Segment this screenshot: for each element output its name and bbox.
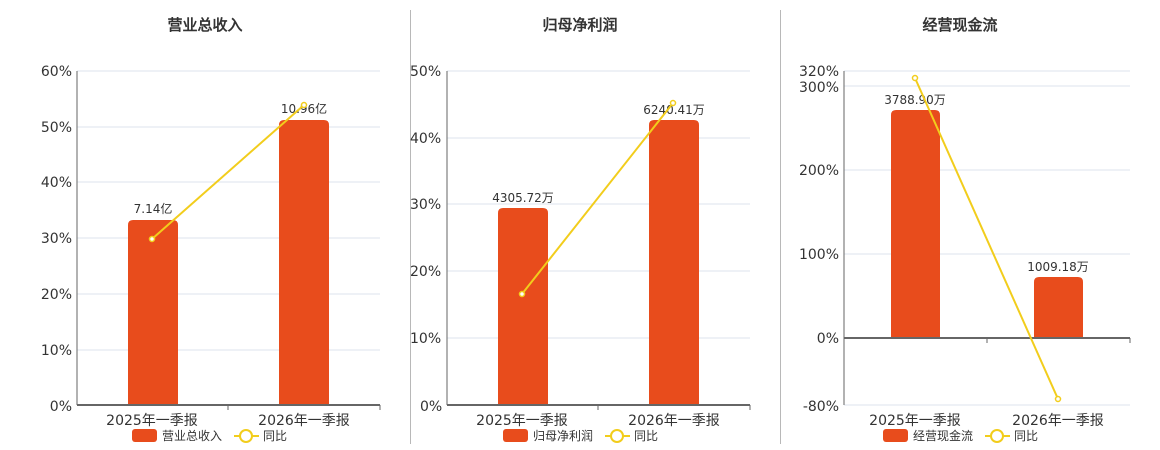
chart-title: 营业总收入 — [167, 16, 243, 34]
svg-text:50%: 50% — [41, 120, 72, 136]
y-axis-labels: 60% 50% 40% 30% 20% 10% 0% — [41, 64, 72, 415]
bar-2026[interactable] — [649, 120, 699, 405]
chart-title: 归母净利润 — [542, 16, 618, 34]
svg-text:20%: 20% — [410, 264, 441, 280]
svg-text:2026年一季报: 2026年一季报 — [258, 413, 350, 429]
yoy-point[interactable] — [518, 290, 526, 298]
yoy-line — [521, 102, 674, 295]
svg-text:20%: 20% — [41, 287, 72, 303]
bar-label: 6240.41万 — [643, 103, 705, 117]
svg-text:2026年一季报: 2026年一季报 — [628, 413, 720, 429]
svg-text:2025年一季报: 2025年一季报 — [869, 413, 961, 429]
chart-svg: 60% 50% 40% 30% 20% 10% 0% 7.14亿 10.96亿 … — [41, 64, 381, 443]
chart-panel-revenue: 营业总收入 60% 50% 40% 30% 20% 10% 0% 7.14亿 1… — [0, 0, 410, 450]
legend-line-icon — [610, 429, 624, 443]
svg-text:30%: 30% — [410, 197, 441, 213]
x-axis-labels: 2025年一季报 2026年一季报 — [476, 413, 720, 429]
svg-text:0%: 0% — [50, 399, 72, 415]
svg-text:经营现金流: 经营现金流 — [913, 428, 973, 443]
svg-text:100%: 100% — [799, 247, 839, 263]
bar-label: 1009.18万 — [1027, 260, 1089, 274]
bar-2026[interactable] — [1034, 277, 1083, 338]
yoy-point[interactable] — [300, 101, 308, 109]
y-axis-labels: 50% 40% 30% 20% 10% 0% — [410, 64, 442, 415]
legend[interactable]: 归母净利润 同比 — [503, 429, 658, 443]
x-axis-labels: 2025年一季报 2026年一季报 — [106, 413, 350, 429]
chart-svg: 50% 40% 30% 20% 10% 0% 4305.72万 6240.41万… — [410, 64, 751, 443]
svg-text:10%: 10% — [410, 331, 441, 347]
svg-text:0%: 0% — [817, 331, 839, 347]
legend-line-icon — [239, 429, 253, 443]
svg-text:同比: 同比 — [634, 429, 658, 443]
yoy-point[interactable] — [148, 235, 156, 243]
x-axis-labels: 2025年一季报 2026年一季报 — [869, 413, 1104, 429]
chart-svg: 320% 300% 200% 100% 0% -80% 3788.90万 100… — [799, 64, 1131, 443]
svg-text:归母净利润: 归母净利润 — [533, 429, 593, 443]
legend-bar-swatch — [503, 429, 528, 442]
legend-bar-swatch — [132, 429, 157, 442]
svg-text:-80%: -80% — [803, 399, 839, 415]
bar-2026[interactable] — [279, 120, 329, 405]
bar-2025[interactable] — [891, 110, 940, 338]
panel-divider — [780, 10, 781, 444]
yoy-point[interactable] — [911, 74, 919, 82]
bar-label: 3788.90万 — [884, 93, 946, 107]
legend[interactable]: 营业总收入 同比 — [132, 429, 287, 443]
legend-bar-swatch — [883, 429, 908, 442]
yoy-point[interactable] — [669, 99, 677, 107]
panel-divider — [410, 10, 411, 444]
grid-lines — [844, 70, 1130, 406]
svg-text:2026年一季报: 2026年一季报 — [1012, 413, 1104, 429]
grid-lines — [77, 70, 380, 351]
chart-title: 经营现金流 — [922, 16, 998, 34]
svg-text:2025年一季报: 2025年一季报 — [106, 413, 198, 429]
svg-text:营业总收入: 营业总收入 — [162, 429, 222, 443]
bar-label: 10.96亿 — [281, 101, 327, 116]
bar-label: 4305.72万 — [492, 191, 554, 205]
svg-text:0%: 0% — [420, 399, 442, 415]
bar-2025[interactable] — [498, 208, 548, 405]
svg-text:200%: 200% — [799, 163, 839, 179]
svg-text:60%: 60% — [41, 64, 72, 80]
svg-text:40%: 40% — [41, 175, 72, 191]
yoy-point[interactable] — [1054, 395, 1062, 403]
svg-text:40%: 40% — [410, 131, 441, 147]
svg-text:10%: 10% — [41, 343, 72, 359]
yoy-line — [151, 104, 305, 240]
chart-panel-net-profit: 归母净利润 50% 40% 30% 20% 10% 0% 4305.72万 62… — [410, 0, 780, 450]
svg-text:2025年一季报: 2025年一季报 — [476, 413, 568, 429]
bar-label: 7.14亿 — [134, 201, 173, 216]
svg-text:30%: 30% — [41, 231, 72, 247]
bar-2025[interactable] — [128, 220, 178, 405]
y-axis-labels: 320% 300% 200% 100% 0% -80% — [799, 64, 839, 415]
svg-text:同比: 同比 — [1014, 429, 1038, 443]
yoy-line — [914, 77, 1059, 400]
svg-text:320%: 320% — [799, 64, 839, 80]
chart-panel-cash-flow: 经营现金流 320% 300% 200% 100% 0% -80% 3788.9… — [780, 0, 1160, 450]
svg-text:50%: 50% — [410, 64, 441, 80]
legend-line-icon — [990, 429, 1004, 443]
legend[interactable]: 经营现金流 同比 — [883, 428, 1038, 443]
svg-text:300%: 300% — [799, 80, 839, 96]
grid-lines — [447, 70, 750, 339]
svg-text:同比: 同比 — [263, 429, 287, 443]
